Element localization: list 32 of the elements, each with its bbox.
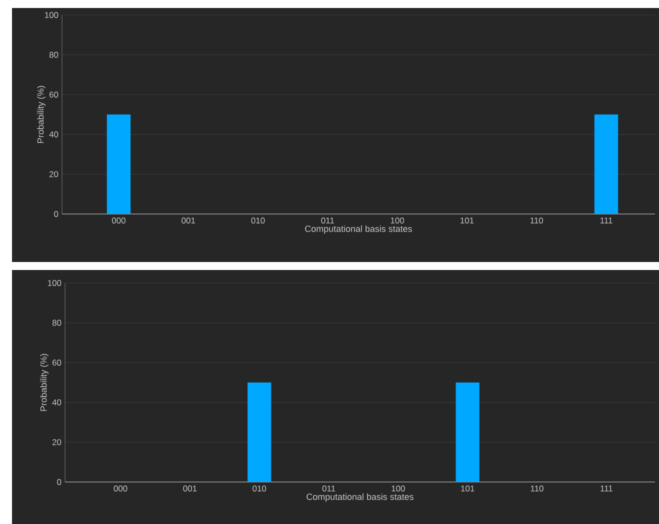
y-axis-title: Probability (%) [40,354,48,411]
x-tick-label: 010 [251,218,265,224]
y-tick-label: 80 [49,52,58,58]
y-axis-title: Probability (%) [37,86,46,143]
y-tick-label: 100 [48,280,62,286]
y-tick-label: 40 [52,399,62,406]
y-tick-label: 60 [52,360,62,366]
x-tick-label: 001 [182,218,196,224]
x-tick-label: 101 [461,486,474,492]
x-tick-label: 011 [322,486,336,492]
y-tick-label: 0 [57,479,62,485]
y-tick-label: 100 [45,12,58,18]
x-tick-label: 000 [112,218,126,224]
x-tick-label: 001 [183,486,197,492]
x-tick-label: 011 [321,218,334,224]
x-tick-label: 000 [114,486,128,492]
y-tick-label: 0 [54,211,58,217]
x-tick-label: 110 [530,218,544,224]
x-tick-label: 110 [530,486,544,492]
x-axis-title: Computational basis states [306,493,414,502]
y-tick-label: 20 [52,439,62,446]
y-tick-label: 60 [50,92,58,98]
x-axis-title: Computational basis states [305,225,412,234]
x-tick-label: 100 [392,486,405,492]
y-tick-label: 80 [52,320,62,326]
y-tick-label: 20 [49,171,58,178]
x-tick-label: 101 [460,218,474,224]
x-tick-label: 111 [600,486,612,492]
x-tick-label: 111 [600,218,612,224]
x-tick-label: 010 [252,486,266,492]
y-tick-label: 40 [49,131,58,138]
x-tick-label: 100 [390,218,404,224]
